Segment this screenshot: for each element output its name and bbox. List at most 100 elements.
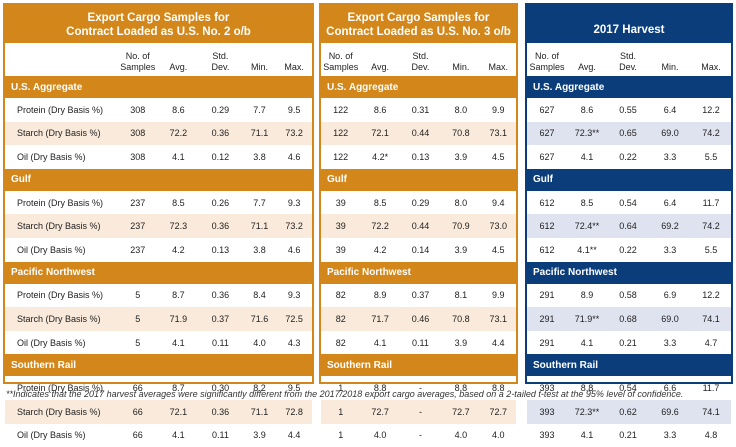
panel-title: Export Cargo Samples for Contract Loaded …: [321, 5, 516, 43]
table-cell: 4.1: [172, 151, 185, 162]
table-row: 291 71.9** 0.68 69.0 74.1: [527, 307, 731, 331]
table-cell: 0.11: [212, 337, 229, 348]
table-cell: 72.8: [285, 406, 303, 417]
section-header: Gulf: [321, 168, 516, 191]
export-no3-table: Export Cargo Samples for Contract Loaded …: [319, 3, 518, 440]
col-header-samples: No. of Samples: [120, 51, 156, 72]
table-cell: 74.1: [702, 406, 720, 417]
table-cell: 3.9: [253, 430, 266, 441]
col-header-samples: No. of Samples: [323, 51, 359, 72]
table-row: 291 4.1 0.21 3.3 4.7: [527, 331, 731, 355]
table-cell: 612: [539, 221, 555, 232]
col-header-max: Max.: [284, 62, 304, 72]
section-header: Southern Rail: [5, 354, 312, 377]
panel-title: 2017 Harvest: [527, 5, 731, 43]
table-cell: 4.5: [492, 151, 505, 162]
table-cell: 3.8: [253, 151, 266, 162]
table-cell: 0.31: [411, 104, 430, 115]
table-row: 82 8.9 0.37 8.1 9.9: [321, 284, 516, 308]
table-cell: 8.9: [373, 290, 387, 301]
table-cell: 612: [539, 197, 555, 208]
table-row: Starch (Dry Basis %) 5 71.9 0.37 71.6 72.5: [5, 307, 312, 331]
table-cell: 39: [335, 197, 346, 208]
table-cell: 1: [338, 406, 344, 417]
table-cell: 9.9: [492, 290, 505, 301]
table-cell: 4.1: [373, 337, 387, 348]
panel-title: Export Cargo Samples for Contract Loaded …: [5, 5, 312, 43]
row-label: Protein (Dry Basis %): [17, 197, 104, 208]
table-cell: 0.36: [211, 221, 230, 232]
table-cell: 82: [335, 290, 346, 301]
table-cell: 308: [130, 128, 146, 139]
table-cell: 8.4: [253, 290, 266, 301]
table-cell: 0.62: [619, 406, 637, 417]
table-row: 39 72.2 0.44 70.9 73.0: [321, 214, 516, 238]
table-row: 82 4.1 0.11 3.9 4.4: [321, 331, 516, 355]
table-row: 122 72.1 0.44 70.8 73.1: [321, 121, 516, 146]
table-cell: 9.3: [287, 197, 301, 208]
table-cell: 237: [130, 197, 146, 208]
table-cell: 0.29: [411, 197, 430, 208]
table-cell: 11.7: [702, 383, 720, 394]
panel-title-line-1: Export Cargo Samples for: [347, 12, 490, 24]
col-header-max: Max.: [701, 62, 721, 72]
table-cell: -: [418, 383, 422, 394]
table-cell: 72.5: [285, 313, 303, 324]
table-cell: 4.1: [172, 337, 185, 348]
table-row: Protein (Dry Basis %) 308 8.6 0.29 7.7 9.5: [5, 98, 312, 122]
table-cell: 0.68: [619, 313, 637, 324]
table-cell: 11.7: [702, 197, 720, 208]
table-cell: 291: [539, 290, 555, 301]
footnote: **Indicates that the 2017 harvest averag…: [6, 389, 684, 399]
table-cell: 8.7: [172, 290, 185, 301]
row-label: Oil (Dry Basis %): [17, 244, 86, 255]
table-cell: 8.7: [172, 383, 185, 394]
table-cell: 66: [132, 406, 143, 417]
table-cell: -: [418, 430, 422, 441]
table-cell: 8.6: [373, 104, 387, 115]
section-name: Gulf: [533, 174, 553, 186]
table-cell: 4.7: [704, 337, 718, 348]
table-cell: 4.1: [580, 430, 594, 441]
table-cell: 12.2: [702, 290, 720, 301]
table-row: 122 8.6 0.31 8.0 9.9: [321, 98, 516, 122]
section-name: Pacific Northwest: [11, 267, 95, 279]
table-cell: 73.0: [489, 221, 508, 232]
table-row: Oil (Dry Basis %) 237 4.2 0.13 3.8 4.6: [5, 238, 312, 262]
table-cell: 6.4: [663, 197, 677, 208]
table-cell: 9.3: [287, 290, 301, 301]
column-headers: No. of Samples Avg. Std. Dev. Min. Max.: [527, 43, 731, 76]
table-cell: 0.64: [619, 221, 637, 232]
table-cell: 73.1: [489, 313, 508, 324]
table-cell: 72.7: [452, 406, 470, 417]
table-cell: 0.55: [619, 104, 637, 115]
table-cell: 0.36: [211, 290, 230, 301]
table-cell: 0.13: [211, 244, 230, 255]
table-cell: 8.5: [580, 197, 594, 208]
table-cell: 8.8: [454, 383, 468, 394]
table-cell: 71.9**: [574, 313, 600, 324]
table-cell: 72.3**: [574, 406, 600, 417]
table-cell: 0.29: [211, 104, 230, 115]
table-cell: 71.1: [250, 221, 269, 232]
table-cell: 74.2: [702, 128, 720, 139]
section-header: Southern Rail: [527, 354, 731, 377]
table-cell: 627: [539, 128, 555, 139]
table-cell: 0.22: [619, 151, 637, 162]
table-cell: 0.65: [619, 128, 637, 139]
table-cell: 3.3: [663, 244, 677, 255]
table-cell: 8.8: [492, 383, 505, 394]
table-cell: 122: [333, 104, 349, 115]
table-cell: 72.2: [371, 221, 389, 232]
table-cell: 72.1: [371, 128, 389, 139]
row-label: Protein (Dry Basis %): [17, 104, 104, 115]
table-cell: 8.9: [580, 290, 594, 301]
section-name: Pacific Northwest: [327, 267, 411, 279]
section-name: Southern Rail: [327, 359, 393, 371]
table-cell: 66: [132, 430, 143, 441]
section-header: Pacific Northwest: [527, 261, 731, 284]
table-cell: 5: [135, 337, 141, 348]
table-row: Oil (Dry Basis %) 5 4.1 0.11 4.0 4.3: [5, 331, 312, 355]
table-cell: 82: [335, 313, 346, 324]
table-cell: 71.9: [169, 313, 188, 324]
